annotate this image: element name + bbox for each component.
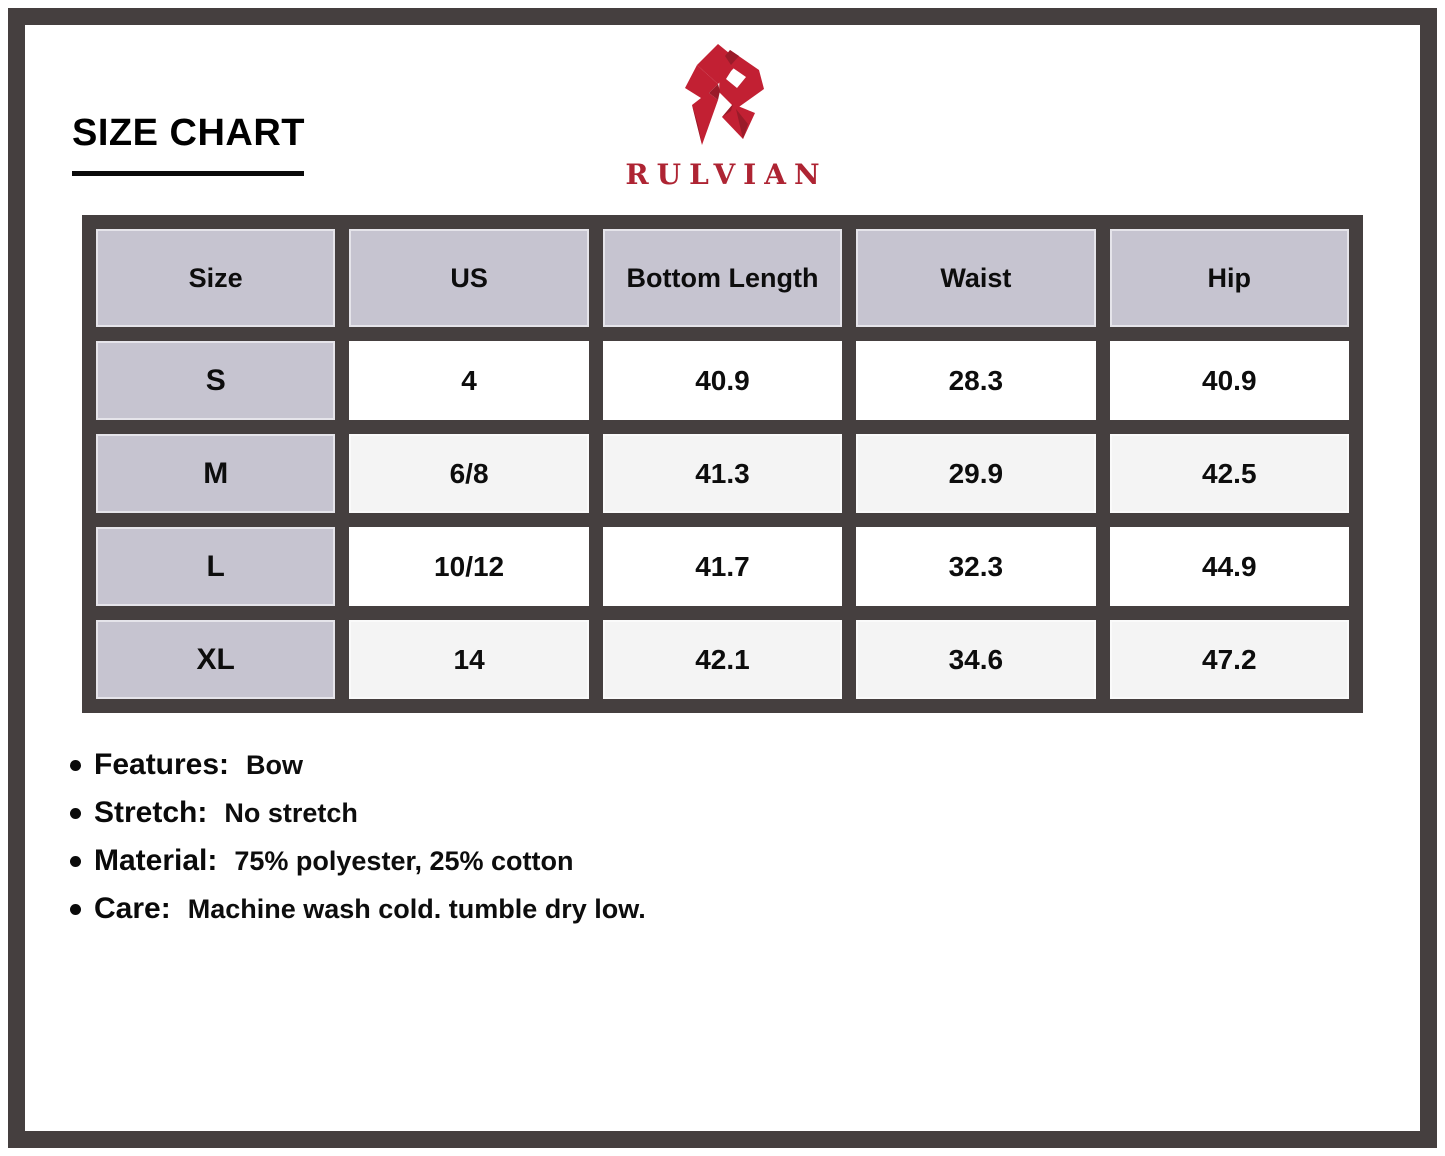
- waist-cell: 28.3: [856, 341, 1096, 420]
- bottom-length-cell: 40.9: [602, 341, 843, 420]
- list-item: Care: Machine wash cold. tumble dry low.: [70, 892, 646, 927]
- size-cell: S: [96, 341, 336, 420]
- detail-label: Material:: [94, 844, 218, 877]
- table-row: XL 14 42.1 34.6 47.2: [96, 620, 1349, 699]
- us-cell: 6/8: [349, 434, 589, 513]
- detail-value: No stretch: [224, 798, 358, 828]
- hip-cell: 42.5: [1109, 434, 1349, 513]
- table-header-row: Size US Bottom Length Waist Hip: [96, 229, 1349, 327]
- detail-label: Features:: [94, 748, 230, 781]
- bottom-length-cell: 41.3: [602, 434, 843, 513]
- table-row: S 4 40.9 28.3 40.9: [96, 341, 1349, 420]
- brand-logo-block: RULVIAN: [563, 42, 883, 191]
- title-block: SIZE CHART: [72, 112, 305, 176]
- list-item: Stretch: No stretch: [70, 796, 646, 831]
- list-item: Features: Bow: [70, 748, 646, 783]
- hip-cell: 47.2: [1109, 620, 1349, 699]
- bullet-icon: [70, 808, 81, 819]
- us-cell: 4: [349, 341, 589, 420]
- size-cell: XL: [96, 620, 336, 699]
- title-underline: [72, 171, 304, 176]
- waist-cell: 34.6: [856, 620, 1096, 699]
- bullet-icon: [70, 904, 81, 915]
- brand-logo-r-icon: [684, 44, 764, 145]
- us-cell: 14: [349, 620, 589, 699]
- list-item: Material: 75% polyester, 25% cotton: [70, 844, 646, 879]
- waist-cell: 32.3: [856, 527, 1096, 606]
- detail-value: 75% polyester, 25% cotton: [234, 846, 574, 876]
- page-title: SIZE CHART: [72, 112, 305, 154]
- table-row: L 10/12 41.7 32.3 44.9: [96, 527, 1349, 606]
- page-border-frame: [8, 8, 1437, 1148]
- size-cell: M: [96, 434, 336, 513]
- size-chart-table: Size US Bottom Length Waist Hip S 4 40.9…: [82, 215, 1363, 713]
- column-header-hip: Hip: [1109, 229, 1349, 327]
- bullet-icon: [70, 760, 81, 771]
- column-header-waist: Waist: [856, 229, 1096, 327]
- waist-cell: 29.9: [856, 434, 1096, 513]
- detail-label: Care:: [94, 892, 171, 925]
- column-header-size: Size: [96, 229, 336, 327]
- table-row: M 6/8 41.3 29.9 42.5: [96, 434, 1349, 513]
- hip-cell: 44.9: [1109, 527, 1349, 606]
- detail-value: Bow: [246, 750, 304, 780]
- column-header-bottom-length: Bottom Length: [602, 229, 843, 327]
- size-cell: L: [96, 527, 336, 606]
- detail-label: Stretch:: [94, 796, 208, 829]
- us-cell: 10/12: [349, 527, 589, 606]
- bullet-icon: [70, 856, 81, 867]
- bottom-length-cell: 42.1: [602, 620, 843, 699]
- product-details-list: Features: Bow Stretch: No stretch Materi…: [70, 748, 646, 940]
- brand-name: RULVIAN: [625, 158, 828, 191]
- bottom-length-cell: 41.7: [602, 527, 843, 606]
- hip-cell: 40.9: [1109, 341, 1349, 420]
- column-header-us: US: [349, 229, 589, 327]
- detail-value: Machine wash cold. tumble dry low.: [187, 894, 646, 924]
